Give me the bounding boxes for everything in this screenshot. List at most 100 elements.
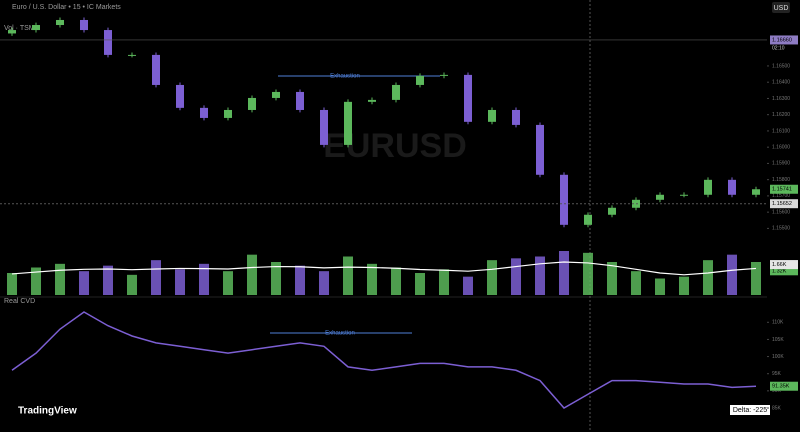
- price-tag: [770, 381, 798, 391]
- volume-bar: [607, 262, 617, 295]
- candle-body: [488, 109, 496, 122]
- logo: TradingView: [18, 406, 77, 417]
- volume-bar: [31, 267, 41, 295]
- y-tick-label: 85K: [772, 405, 782, 411]
- volume-bar: [391, 267, 401, 295]
- candle-body: [728, 179, 736, 195]
- volume-bar: [79, 271, 89, 295]
- volume-bar: [223, 271, 233, 295]
- volume-bar: [7, 273, 17, 295]
- volume-bar: [751, 262, 761, 295]
- candle-body: [608, 207, 616, 215]
- delta-label: Delta: -225: [733, 407, 767, 414]
- volume-bar: [271, 262, 281, 295]
- candle-body: [440, 74, 448, 76]
- volume-bar: [631, 271, 641, 295]
- y-tick-label: 90K: [772, 388, 782, 394]
- volume-bar: [535, 256, 545, 295]
- candle-body: [104, 30, 112, 55]
- price-tag: [770, 266, 798, 276]
- annotation: Exhaustion: [325, 331, 355, 337]
- candle-body: [176, 84, 184, 108]
- candle-body: [80, 19, 88, 31]
- candle-body: [200, 107, 208, 118]
- y-tick-label: 1.16000: [772, 145, 790, 151]
- volume-bar: [199, 263, 209, 295]
- volume-bar: [583, 252, 593, 295]
- candle-body: [512, 109, 520, 125]
- price-tag-label: 91.35K: [772, 384, 790, 390]
- y-tick-label: 100K: [772, 354, 784, 360]
- candle-body: [584, 214, 592, 225]
- candle-body: [680, 194, 688, 196]
- y-tick-label: 1.16300: [772, 96, 790, 102]
- candle-body: [392, 84, 400, 100]
- candle-body: [464, 74, 472, 122]
- volume-bar: [487, 260, 497, 295]
- price-tag: [770, 35, 798, 45]
- candle-body: [368, 99, 376, 102]
- y-tick-label: 1.15700: [772, 193, 790, 199]
- volume-bar: [679, 276, 689, 295]
- y-tick-label: 1.15500: [772, 226, 790, 232]
- candle-body: [296, 91, 304, 110]
- candle-body: [32, 25, 40, 31]
- candle-body: [752, 189, 760, 195]
- candle-body: [416, 75, 424, 85]
- candle-body: [704, 179, 712, 195]
- y-tick-label: 1.15600: [772, 209, 790, 215]
- price-tag-label: 1.32K: [772, 268, 787, 274]
- price-tag-label: 1.66K: [772, 262, 787, 268]
- y-tick-label: 110K: [772, 320, 784, 326]
- price-tag: [770, 199, 798, 209]
- volume-bar: [247, 254, 257, 295]
- candle-body: [344, 101, 352, 145]
- volume-bar: [151, 260, 161, 295]
- candle-body: [128, 54, 136, 56]
- candle-body: [152, 54, 160, 85]
- price-tag-label: 1.15741: [772, 187, 792, 193]
- price-tag: [770, 184, 798, 194]
- volume-bar: [343, 256, 353, 295]
- y-tick-label: 95K: [772, 371, 782, 377]
- candle-body: [56, 19, 64, 26]
- volume-bar: [103, 265, 113, 295]
- volume-bar: [127, 274, 137, 295]
- volume-bar: [175, 269, 185, 295]
- y-tick-label: 1.16100: [772, 128, 790, 134]
- volume-bar: [415, 273, 425, 295]
- volume-bar: [727, 254, 737, 295]
- price-tag-label: 1.15652: [772, 201, 792, 207]
- currency-button[interactable]: [772, 2, 790, 13]
- y-tick-label: 1.15800: [772, 177, 790, 183]
- cvd-line: [11, 311, 757, 409]
- volume-bar: [463, 276, 473, 295]
- candle-body: [224, 109, 232, 118]
- candle-body: [560, 174, 568, 225]
- currency-label[interactable]: USD: [774, 5, 789, 12]
- volume-ma: [11, 261, 757, 276]
- y-tick-label: 105K: [772, 337, 784, 343]
- cvd-title: Real CVD: [4, 298, 35, 305]
- delta-box: [730, 405, 770, 415]
- price-tag: [770, 260, 798, 270]
- volume-bar: [655, 278, 665, 295]
- volume-bar: [55, 263, 65, 295]
- volume-bar: [367, 263, 377, 295]
- candle-body: [320, 109, 328, 145]
- annotation: Exhaustion: [330, 74, 360, 80]
- volume-bar: [295, 265, 305, 295]
- candle-body: [656, 194, 664, 200]
- volume-bar: [439, 269, 449, 295]
- volume-bar: [559, 251, 569, 295]
- candle-body: [248, 97, 256, 110]
- y-tick-label: 1.16400: [772, 80, 790, 86]
- candle-body: [536, 124, 544, 175]
- volume-title: Vol · TSMS: [4, 25, 40, 32]
- y-tick-label: 1.16200: [772, 112, 790, 118]
- volume-bar: [319, 271, 329, 295]
- symbol-title: Euro / U.S. Dollar • 15 • IC Markets: [12, 4, 121, 11]
- y-tick-label: 1.16500: [772, 63, 790, 69]
- price-tag-label: 1.16660: [772, 37, 792, 43]
